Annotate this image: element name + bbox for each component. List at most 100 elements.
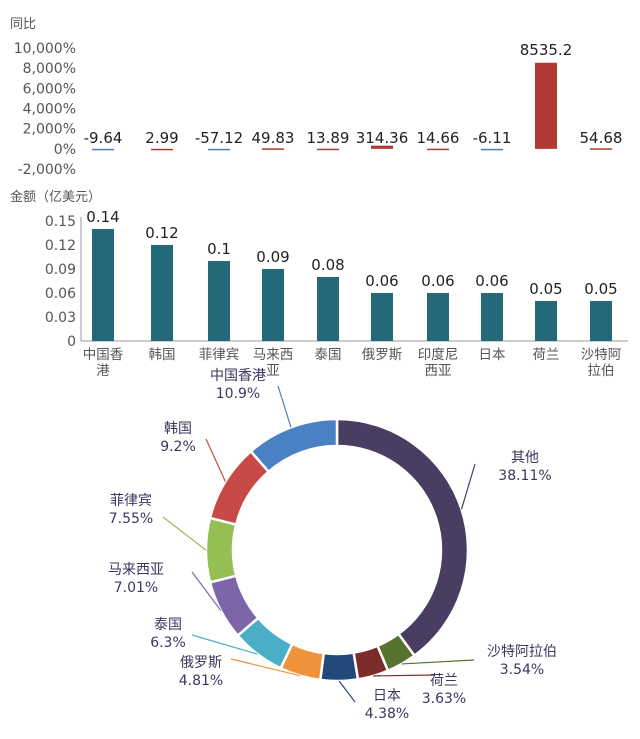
leader-line [373,674,435,677]
amount-bar [151,245,173,341]
donut-slice [249,417,339,474]
yoy-bar [427,148,449,151]
leader-line [277,385,292,428]
slice-percent: 7.01% [114,580,158,596]
yoy-data-label: 314.36 [356,129,409,147]
slice-percent: 38.11% [498,468,551,484]
yoy-y-tick: 8,000% [23,61,76,77]
slice-label: 俄罗斯 [180,655,222,671]
leader-line [191,634,258,655]
amount-y-tick: 0.03 [45,310,76,326]
amount-data-label: 0.08 [311,256,344,274]
amount-chart: 金额（亿美元） 0.15 0.12 0.09 0.06 0.03 0 0.14 中国香港 0.12… [10,189,628,379]
category-label: 亚 [266,363,280,379]
leader-line [230,658,301,677]
amount-data-label: 0.06 [421,272,454,290]
category-label: 西亚 [425,363,452,379]
amount-data-label: 0.06 [475,272,508,290]
yoy-y-tick: 2,000% [23,122,76,138]
amount-data-label: 0.05 [529,280,562,298]
yoy-bar [317,148,339,151]
yoy-data-label: 14.66 [417,129,460,147]
amount-bar [208,261,230,341]
amount-y-tick: 0.15 [45,214,76,230]
slice-label: 菲律宾 [110,493,152,509]
amount-data-label: 0.05 [584,280,617,298]
slice-label: 中国香港 [210,368,266,384]
slice-label: 日本 [373,688,401,704]
amount-bar [92,229,114,341]
yoy-bar [262,148,284,150]
yoy-bar [151,148,173,151]
slice-label: 韩国 [164,421,192,437]
category-label: 拉伯 [588,363,615,379]
yoy-bar [371,145,393,149]
donut-slice [204,516,238,584]
amount-bar [262,269,284,341]
slice-percent: 7.55% [109,511,153,527]
category-label: 中国香 [83,347,124,363]
amount-y-tick: 0.06 [45,286,76,302]
leader-line [338,680,356,703]
leader-line [460,463,476,510]
slice-label: 泰国 [154,617,182,633]
yoy-y-tick: 4,000% [23,102,76,118]
category-label: 俄罗斯 [362,347,403,363]
amount-data-label: 0.1 [207,240,231,258]
amount-data-label: 0.09 [256,248,289,266]
leader-line [401,659,475,665]
category-label: 泰国 [315,347,342,363]
slice-percent: 4.38% [365,706,409,722]
yoy-bar [535,62,557,149]
category-label: 港 [96,363,110,379]
slice-percent: 10.9% [216,386,260,402]
amount-axis-title: 金额（亿美元） [10,189,101,205]
yoy-chart: 同比 10,000% 8,000% 6,000% 4,000% 2,000% 0% -2,00… [10,17,622,178]
category-label: 沙特阿 [581,347,622,363]
leader-line [191,571,222,611]
yoy-data-label: 13.89 [307,129,350,147]
share-donut: 其他 38.11% 沙特阿拉伯 3.54% 荷兰 3.63% 日本 4.38% 俄罗斯 4.81%… [108,368,557,722]
category-label: 日本 [479,347,506,363]
amount-bar [317,277,339,341]
leader-line [162,516,207,551]
amount-bar [590,301,612,341]
slice-percent: 4.81% [179,673,223,689]
yoy-axis-title: 同比 [10,17,36,32]
yoy-bar [208,148,230,151]
leader-line [205,438,226,482]
amount-bar [427,293,449,341]
yoy-y-tick: -2,000% [18,162,76,178]
slice-percent: 6.3% [150,635,186,651]
category-label: 菲律宾 [199,347,240,363]
amount-data-label: 0.12 [145,224,178,242]
yoy-bar [590,148,612,150]
yoy-data-label: 2.99 [145,129,178,147]
slice-label: 其他 [511,450,539,466]
yoy-data-label: 54.68 [580,129,623,147]
yoy-data-label: -57.12 [195,129,243,147]
amount-y-tick: 0.12 [45,238,76,254]
slice-percent: 3.54% [500,662,544,678]
slice-label: 荷兰 [430,673,458,689]
amount-bar [371,293,393,341]
yoy-data-label: -9.64 [84,129,123,147]
slice-percent: 9.2% [160,439,196,455]
yoy-bar [481,148,503,151]
amount-bar [481,293,503,341]
category-label: 韩国 [149,347,176,363]
donut-slice [335,417,470,658]
yoy-data-label: -6.11 [473,129,512,147]
amount-y-tick: 0 [67,334,76,350]
amount-y-tick: 0.09 [45,262,76,278]
yoy-data-label: 49.83 [252,129,295,147]
yoy-bar [92,148,114,151]
yoy-y-tick: 10,000% [14,41,76,57]
amount-bar [535,301,557,341]
yoy-y-tick: 6,000% [23,81,76,97]
donut-slice [318,651,360,683]
amount-data-label: 0.14 [86,208,119,226]
slice-label: 马来西亚 [108,562,164,578]
